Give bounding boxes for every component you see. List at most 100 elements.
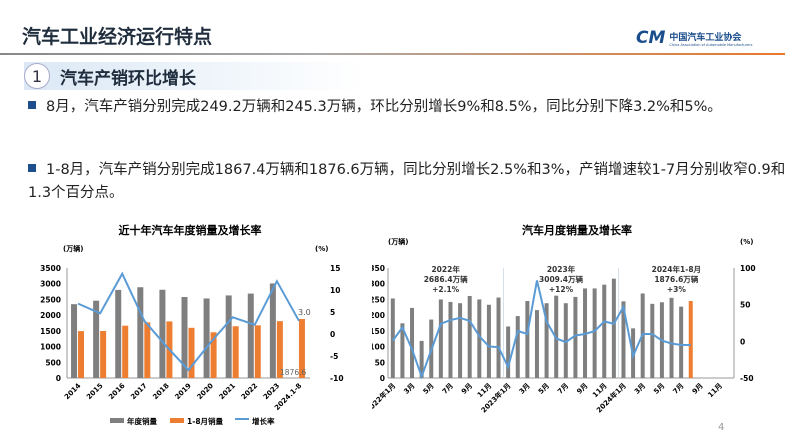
year-annotation: 2024年1-8月 bbox=[652, 264, 701, 274]
x-tick-label: 9月 bbox=[460, 382, 474, 396]
y-tick-label: 50 bbox=[375, 358, 385, 367]
caam-logo-mark: CM bbox=[636, 28, 666, 48]
y-tick-label: 250 bbox=[372, 295, 385, 304]
bar-monthly bbox=[602, 284, 607, 378]
x-tick-label: 2022 bbox=[240, 382, 260, 402]
page-number: 4 bbox=[718, 422, 725, 433]
x-tick-label: 5月 bbox=[537, 382, 551, 396]
bar-monthly bbox=[448, 301, 453, 378]
year-annotation: 2022年 bbox=[431, 264, 460, 274]
bar-annual bbox=[93, 300, 100, 378]
bar-monthly bbox=[410, 307, 415, 378]
growth-rate-line bbox=[77, 271, 300, 372]
bar-monthly bbox=[400, 323, 405, 378]
year-annotation: 3009.4万辆 bbox=[539, 274, 583, 284]
bullet-square-icon bbox=[28, 101, 36, 109]
x-tick-label: 2020 bbox=[196, 382, 216, 402]
bar-monthly bbox=[563, 303, 568, 378]
x-tick-label: 5月 bbox=[422, 382, 436, 396]
year-annotation: +2.1% bbox=[432, 285, 460, 294]
bar-jan-aug bbox=[210, 332, 217, 378]
year-annotation: 1876.6万辆 bbox=[654, 274, 698, 284]
y2-axis-label: (%) bbox=[740, 238, 753, 246]
section-title: 汽车产销环比增长 bbox=[60, 68, 196, 89]
bar-jan-aug bbox=[298, 319, 305, 378]
bar-annual bbox=[203, 298, 210, 378]
chart-title: 汽车月度销量及增长率 bbox=[522, 223, 632, 237]
y-tick-label: 3000 bbox=[40, 280, 61, 289]
y-tick-label: 0 bbox=[380, 374, 385, 383]
bar-annual bbox=[247, 293, 254, 378]
bar-monthly bbox=[688, 301, 693, 378]
y-tick-label: 1500 bbox=[40, 327, 61, 336]
section-number: 1 bbox=[24, 63, 50, 89]
bar-monthly bbox=[679, 306, 684, 378]
bar-annual bbox=[137, 287, 144, 378]
y2-tick-label: -50 bbox=[740, 374, 754, 383]
y-axis-label: (万辆) bbox=[63, 244, 83, 253]
caam-logo: CM 中国汽车工业协会 China Association of Automob… bbox=[636, 28, 752, 48]
x-tick-label: 2021 bbox=[218, 382, 238, 402]
monthly-sales-chart: 汽车月度销量及增长率 (万辆) (%) 0 50 100 150 200 250 300 350 -5… bbox=[372, 223, 756, 415]
bar-monthly bbox=[525, 301, 530, 378]
bar-jan-aug bbox=[122, 325, 129, 378]
y-axis-label: (万辆) bbox=[388, 237, 408, 246]
x-tick-label: 2018 bbox=[151, 382, 171, 402]
legend-label: 增长率 bbox=[252, 416, 275, 426]
y2-axis-label: (%) bbox=[315, 245, 328, 253]
legend-label: 年度销量 bbox=[127, 416, 157, 426]
y2-tick-label: 100 bbox=[740, 264, 756, 273]
y2-tick-label: 10 bbox=[330, 286, 340, 295]
y-tick-label: 500 bbox=[45, 358, 61, 367]
bar-monthly bbox=[438, 299, 443, 378]
bar-jan-aug bbox=[276, 321, 283, 378]
bar-annual bbox=[71, 304, 78, 378]
y-tick-label: 150 bbox=[372, 327, 385, 336]
y-tick-label: 350 bbox=[372, 264, 385, 273]
bullet-square-icon bbox=[28, 164, 36, 172]
x-tick-label: 9月 bbox=[691, 382, 705, 396]
bar-monthly bbox=[496, 297, 501, 378]
y2-tick-label: -5 bbox=[330, 352, 338, 361]
legend-swatch bbox=[110, 418, 124, 423]
y2-tick-label: 0 bbox=[330, 330, 335, 339]
x-tick-label: 2015 bbox=[85, 382, 105, 402]
bullet-august: 8月，汽车产销分别完成249.2万辆和245.3万辆，环比分别增长9%和8.5%… bbox=[28, 96, 788, 119]
x-tick-label: 11月 bbox=[706, 382, 724, 400]
bullet-jan-aug: 1-8月，汽车产销分别完成1867.4万辆和1876.6万辆，同比分别增长2.5… bbox=[28, 159, 788, 205]
bullet-text: 1-8月，汽车产销分别完成1867.4万辆和1876.6万辆，同比分别增长2.5… bbox=[28, 162, 786, 201]
logo-cn: 中国汽车工业协会 bbox=[669, 32, 742, 43]
year-annotation: 2023年 bbox=[547, 264, 576, 274]
growth-rate-line bbox=[391, 280, 691, 380]
annotation-growth: 3.0 bbox=[298, 308, 311, 317]
legend-swatch bbox=[170, 418, 184, 423]
x-tick-label: 9月 bbox=[575, 382, 589, 396]
x-tick-label: 7月 bbox=[441, 382, 455, 396]
annual-sales-chart: 近十年汽车年度销量及增长率 (万辆) (%) 0 500 1000 1500 2000 2500… bbox=[40, 223, 343, 426]
bar-monthly bbox=[611, 278, 616, 378]
x-tick-label: 3月 bbox=[633, 382, 647, 396]
y2-tick-label: 50 bbox=[740, 301, 750, 310]
x-tick-label: 2014 bbox=[63, 382, 83, 402]
bar-monthly bbox=[458, 303, 463, 378]
y-tick-label: 2500 bbox=[40, 295, 61, 304]
bar-annual bbox=[115, 289, 122, 378]
x-tick-label: 2019 bbox=[173, 382, 193, 402]
x-tick-label: 5月 bbox=[652, 382, 666, 396]
y-tick-label: 200 bbox=[372, 311, 385, 320]
year-annotation: +3% bbox=[667, 285, 687, 294]
bar-jan-aug bbox=[144, 322, 151, 378]
bar-monthly bbox=[515, 316, 520, 378]
y-tick-label: 1000 bbox=[40, 343, 61, 352]
y2-tick-label: 0 bbox=[740, 337, 745, 346]
annotation-sales: 1876.6 bbox=[280, 368, 306, 377]
x-tick-label: 2016 bbox=[107, 382, 127, 402]
y-tick-label: 0 bbox=[56, 374, 61, 383]
year-annotation: 2686.4万辆 bbox=[424, 274, 468, 284]
x-tick-label: 3月 bbox=[402, 382, 416, 396]
bar-annual bbox=[269, 283, 276, 378]
bar-monthly bbox=[650, 303, 655, 378]
x-tick-label: 2022年1月 bbox=[372, 381, 397, 414]
bar-monthly bbox=[573, 296, 578, 378]
legend-swatch bbox=[235, 418, 249, 420]
